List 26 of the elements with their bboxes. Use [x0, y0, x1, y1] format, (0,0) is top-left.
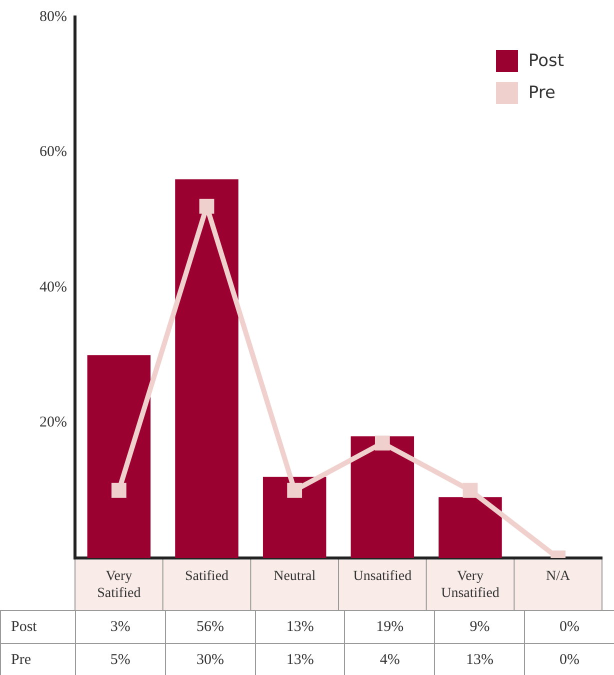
legend-label: Pre [528, 83, 556, 103]
text: 30% [165, 644, 256, 675]
text: 3% [76, 610, 166, 644]
text: 9% [434, 610, 525, 644]
y-tick-label: 20% [40, 414, 67, 431]
x-tick-label: Satified [184, 569, 229, 584]
y-tick-label: 40% [40, 279, 67, 296]
text: 13% [434, 644, 525, 675]
text: 0% [524, 644, 614, 675]
y-tick-label: 80% [40, 8, 67, 25]
x-tick-label: Very Unsatified [441, 569, 500, 601]
text: 5% [76, 644, 166, 675]
text: 13% [255, 610, 345, 644]
y-tick-label: 60% [40, 144, 67, 160]
legend-label: Post [528, 51, 564, 71]
text: 19% [344, 610, 435, 644]
text: 4% [344, 644, 435, 675]
x-tick-label: Neutral [274, 569, 316, 584]
x-tick-label: Very Satified [97, 569, 141, 601]
x-tick-label: Unsatified [353, 569, 412, 584]
text: 13% [255, 644, 345, 675]
text: Post [0, 610, 76, 644]
text: 56% [165, 610, 256, 644]
x-tick-label: N/A [546, 569, 572, 584]
text: Pre [0, 644, 76, 675]
text: 0% [524, 610, 614, 644]
